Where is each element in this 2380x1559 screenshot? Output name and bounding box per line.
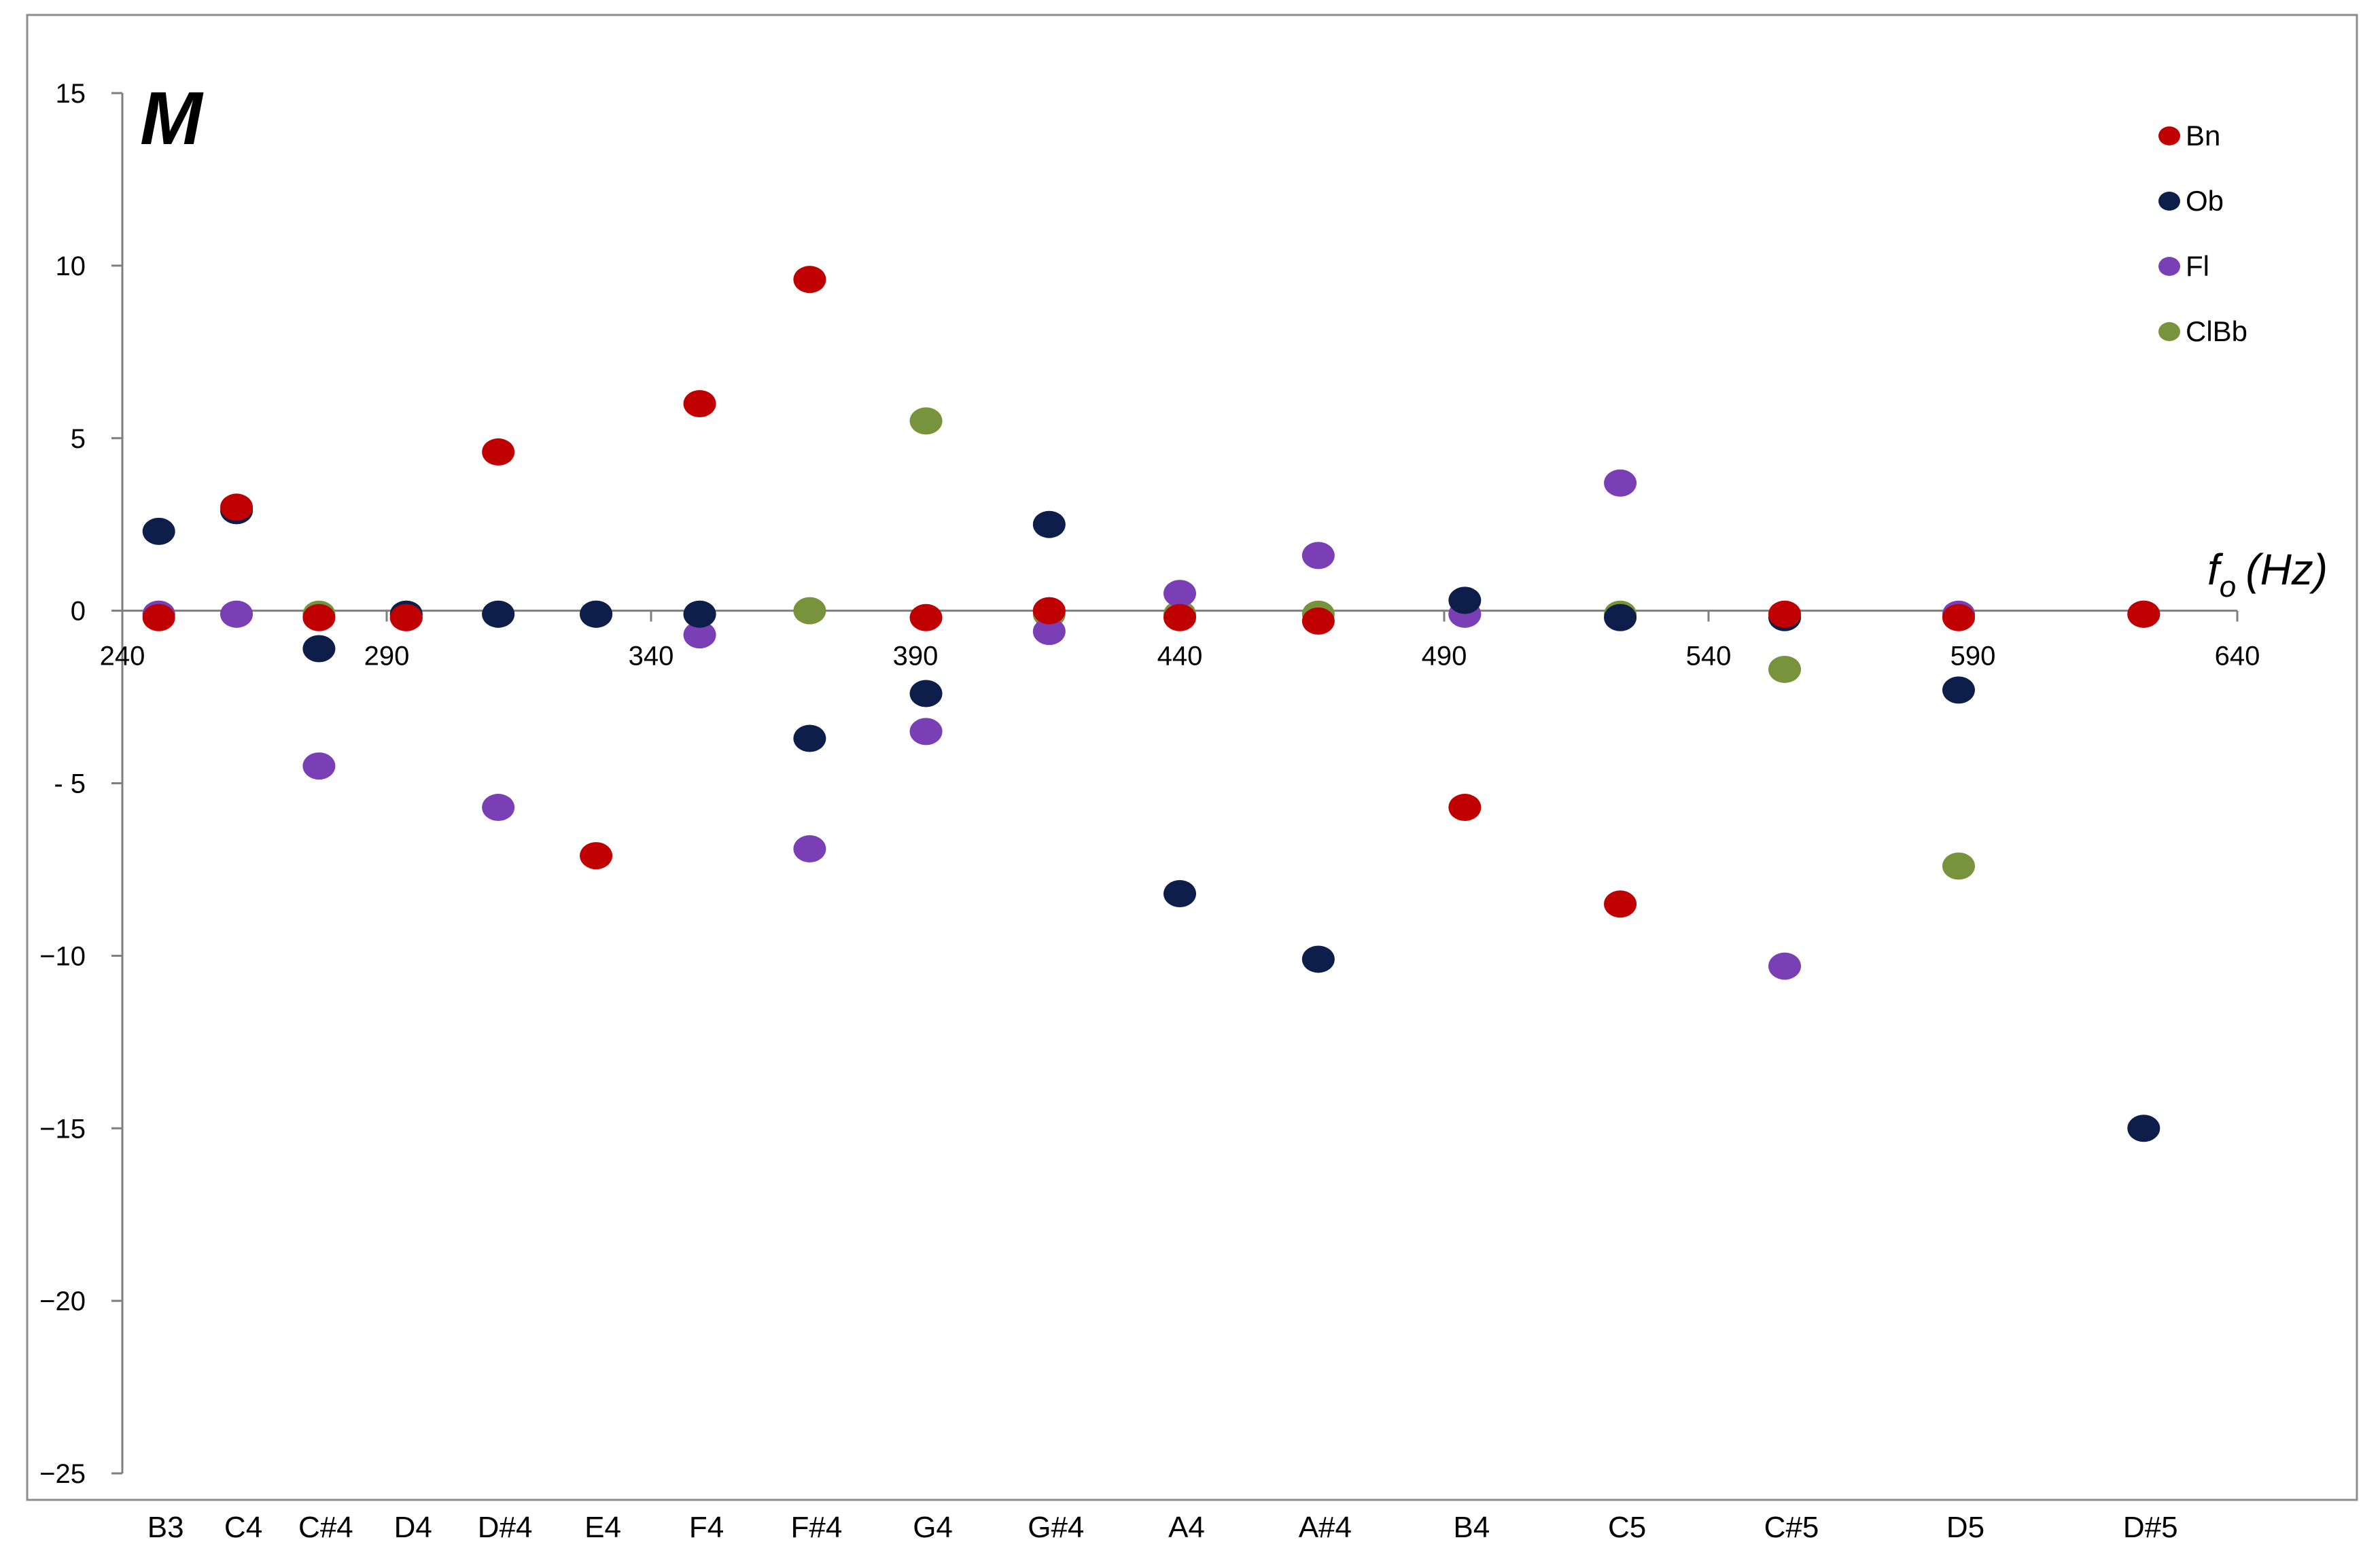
data-point-fl [793,835,826,862]
note-label: C5 [1608,1511,1646,1544]
x-tick-label: 390 [893,642,939,671]
data-point-fl [1768,952,1802,980]
data-point-bn [302,603,336,631]
data-point-bn [909,603,943,631]
x-tick-label: 440 [1157,642,1203,671]
x-tick-label: 640 [2215,642,2260,671]
data-point-ob [2127,1115,2160,1142]
data-point-bn [793,266,826,294]
legend-marker-clbb [2158,322,2180,341]
data-point-bn [683,389,716,417]
data-point-ob [580,600,613,628]
note-label: D5 [1946,1511,1984,1544]
y-tick-label: 5 [71,424,86,454]
legend-label: Ob [2186,185,2224,217]
x-tick-label: 490 [1422,642,1467,671]
note-label: F4 [689,1511,724,1544]
data-point-bn [580,842,613,870]
panel-label: M [140,77,204,160]
data-point-bn [1301,607,1335,635]
data-point-bn [1942,603,1975,631]
note-label: G4 [913,1511,953,1544]
data-point-fl [683,621,716,649]
x-tick-label: 590 [1950,642,1996,671]
x-axis-label-subscript: o [2220,570,2236,603]
y-tick-label: −25 [39,1459,86,1489]
data-point-fl [482,794,515,822]
data-point-bn [1604,890,1637,918]
note-label: C#4 [298,1511,353,1544]
data-point-ob [1301,945,1335,973]
note-label: F#4 [790,1511,842,1544]
note-label: B4 [1453,1511,1490,1544]
data-point-bn [1163,603,1196,631]
data-point-clbb [909,407,943,435]
data-point-fl [302,752,336,780]
data-point-clbb [793,597,826,625]
y-tick-label: 0 [71,597,86,627]
legend: Bn Ob Fl ClBb [2158,120,2247,347]
note-label: C4 [224,1511,262,1544]
data-point-bn [1768,600,1802,628]
note-label: B3 [147,1511,184,1544]
data-point-ob [683,600,716,628]
y-tick-label: −20 [39,1286,86,1316]
y-tick-label: 15 [56,79,86,109]
chart-frame [26,14,2358,1501]
note-label: D4 [394,1511,432,1544]
data-point-bn [2127,600,2160,628]
data-point-ob [909,680,943,707]
y-tick-label: −15 [39,1114,86,1144]
legend-marker-fl [2158,257,2180,276]
x-tick-label: 340 [629,642,674,671]
data-point-fl [1163,580,1196,608]
data-point-fl [1032,618,1066,646]
legend-marker-bn [2158,126,2180,145]
note-label: C#5 [1764,1511,1819,1544]
x-axis-label-unit: (Hz) [2245,545,2328,594]
data-point-ob [1163,879,1196,907]
legend-label: Bn [2186,120,2220,152]
labels-group: 15 10 5 0 - 5 −10 −15 −20 −25 240 290 340 390 440 490 5… [39,77,2328,1544]
data-point-clbb [1942,852,1975,880]
note-label: A4 [1168,1511,1205,1544]
note-label: D#5 [2123,1511,2178,1544]
x-tick-label: 540 [1686,642,1732,671]
legend-label: ClBb [2186,315,2247,347]
x-tick-label: 240 [100,642,145,671]
data-point-bn [1448,794,1482,822]
note-label: D#4 [478,1511,533,1544]
x-tick-label: 290 [364,642,410,671]
data-point-ob [482,600,515,628]
data-point-ob [1448,586,1482,614]
y-tick-label: −10 [39,941,86,971]
data-point-ob [302,635,336,663]
data-point-fl [1604,469,1637,497]
note-label: A#4 [1299,1511,1352,1544]
data-point-fl [220,600,253,628]
data-point-ob [1032,510,1066,538]
data-point-fl [909,718,943,746]
data-point-bn [1032,597,1066,625]
legend-label: Fl [2186,250,2209,282]
y-tick-label: 10 [56,251,86,281]
data-point-clbb [1768,655,1802,683]
y-tick-label: - 5 [54,769,86,799]
data-point-bn [389,603,423,631]
legend-marker-ob [2158,192,2180,211]
data-point-ob [793,724,826,752]
data-point-bn [220,493,253,521]
data-point-bn [482,438,515,466]
note-label: G#4 [1028,1511,1084,1544]
data-point-ob [1942,676,1975,704]
data-point-ob [142,517,175,545]
data-point-bn [142,603,175,631]
note-label: E4 [584,1511,621,1544]
data-point-ob [1604,603,1637,631]
data-points-group [142,266,2160,1142]
data-point-fl [1301,542,1335,570]
